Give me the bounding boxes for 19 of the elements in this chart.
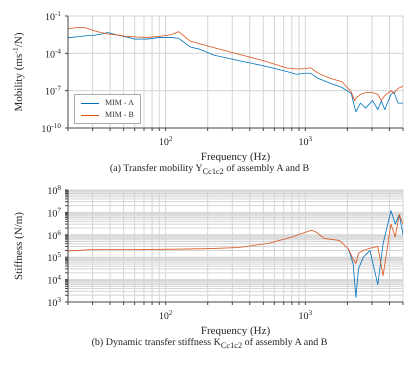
y-tick-label: 10$^{-1}$ — [45, 10, 62, 23]
legend-label: MIM - B — [105, 109, 134, 121]
x-axis-title: Frequency (Hz) — [200, 151, 270, 163]
x-tick-label: 10$^{2}$ — [158, 135, 173, 148]
text: (a) Transfer mobility Y$_{Cc1c2}$ of assembly A and B — [110, 163, 310, 176]
y-tick-label: 10$^{-10}$ — [41, 122, 62, 135]
legend-label: MIM - A — [105, 97, 134, 109]
y-tick-label: 10$^{6}$ — [47, 228, 62, 242]
y-tick-label: 10$^{7}$ — [47, 206, 62, 220]
y-tick-label: 10$^{4}$ — [47, 274, 62, 287]
y-tick-label: 10$^{-7}$ — [45, 84, 62, 98]
y-tick-label: 10$^{-4}$ — [45, 47, 62, 60]
y-tick-label: 10$^{5}$ — [47, 251, 62, 264]
y-tick-label: 10$^{3}$ — [47, 296, 62, 309]
text: (b) Dynamic transfer stiffness K$_{Cc1c2}$ of assembly A and B — [92, 337, 328, 350]
y-tick-label: 10$^{8}$ — [47, 184, 62, 197]
x-tick-label: 10$^{2}$ — [158, 309, 173, 322]
y-axis-title: Stiffness (N/m) — [13, 212, 25, 280]
x-axis-title: Frequency (Hz) — [200, 325, 270, 337]
